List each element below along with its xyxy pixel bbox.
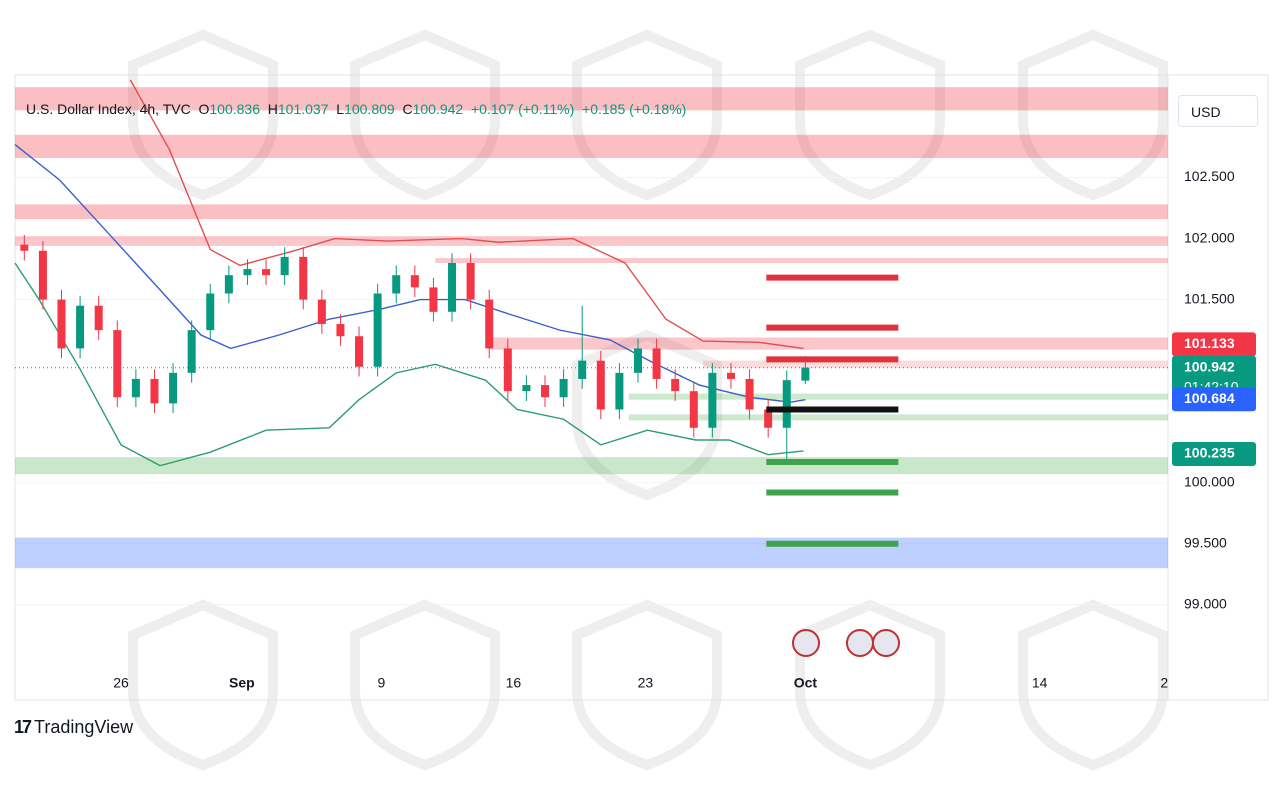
- price-label-bg: [1172, 387, 1256, 412]
- indicator-line: [14, 144, 806, 403]
- candle-body: [578, 360, 587, 379]
- candle-body: [615, 372, 624, 410]
- candle-body: [671, 378, 680, 392]
- x-tick-label: 14: [1032, 675, 1048, 691]
- price-label: 101.133: [1184, 335, 1235, 351]
- zone: [15, 87, 1168, 111]
- x-tick-label: 26: [113, 675, 129, 691]
- price-label: 100.942: [1184, 358, 1235, 374]
- candle-body: [410, 275, 419, 288]
- candle-body: [243, 269, 252, 276]
- candle-body: [633, 348, 642, 373]
- x-tick-label: Oct: [794, 675, 818, 691]
- zone: [628, 414, 1168, 421]
- brand-name: TradingView: [34, 717, 134, 737]
- candle-body: [448, 262, 457, 312]
- candle-body: [466, 262, 475, 300]
- ohlc-value: 101.037: [277, 101, 329, 117]
- x-tick-label: 16: [506, 675, 522, 691]
- candle-body: [150, 378, 159, 404]
- zone: [489, 337, 1168, 350]
- candle-body: [429, 287, 438, 312]
- zone: [15, 457, 1168, 475]
- ohlc-value: 100.809: [344, 101, 395, 117]
- y-tick-label: 102.500: [1184, 168, 1235, 184]
- candle-body: [38, 250, 47, 300]
- candle-body: [113, 330, 122, 398]
- candle-body: [299, 256, 308, 300]
- zone: [703, 360, 1168, 368]
- symbol: U.S. Dollar Index, 4h, TVC: [26, 101, 191, 117]
- ohlc-label: C: [402, 101, 413, 117]
- zone: [628, 393, 1168, 400]
- x-tick-label: Sep: [229, 675, 255, 691]
- candle-body: [559, 378, 568, 398]
- y-tick-label: 102.000: [1184, 229, 1235, 245]
- candle-body: [522, 385, 531, 392]
- price-label-bg: [1172, 442, 1256, 467]
- zone: [15, 236, 1168, 246]
- candle-body: [745, 378, 754, 410]
- candle-body: [652, 348, 661, 379]
- y-tick-label: 99.500: [1184, 534, 1227, 550]
- zone: [435, 258, 1168, 263]
- candle-body: [392, 275, 401, 294]
- x-tick-label: 2: [1160, 675, 1168, 691]
- change: +0.107 (+0.11%): [470, 101, 575, 117]
- x-tick-label: 23: [638, 675, 654, 691]
- legend-header: U.S. Dollar Index, 4h, TVC O100.836 H101…: [26, 101, 686, 117]
- candle-body: [355, 336, 364, 367]
- candle-body: [187, 330, 196, 373]
- change: +0.185 (+0.18%): [582, 101, 687, 117]
- ohlc-value: 100.942: [412, 101, 464, 117]
- candle-body: [596, 360, 605, 410]
- price-label-bg: [1172, 332, 1256, 357]
- y-tick-label: 99.000: [1184, 595, 1227, 611]
- candle-body: [76, 305, 85, 349]
- brand: 17 TradingView: [14, 717, 134, 737]
- ohlc-label: O: [198, 101, 210, 117]
- candle-body: [224, 275, 233, 294]
- y-tick-label: 101.500: [1184, 290, 1235, 306]
- x-tick-label: 9: [377, 675, 385, 691]
- candle-body: [373, 293, 382, 367]
- price-label: 100.235: [1184, 445, 1235, 461]
- candle-body: [485, 299, 494, 349]
- candle-body: [726, 372, 735, 379]
- candle-body: [20, 244, 29, 251]
- candle-body: [541, 385, 550, 398]
- candle-body: [131, 378, 140, 398]
- flags: [792, 629, 900, 657]
- candle-body: [262, 269, 271, 276]
- indicator-line: [129, 79, 804, 350]
- candle-body: [336, 324, 345, 337]
- candle-body: [57, 299, 66, 349]
- candle-body: [801, 367, 810, 381]
- y-tick-label: 100.000: [1184, 473, 1235, 489]
- candle-body: [689, 391, 698, 428]
- currency-button[interactable]: USD: [1178, 95, 1258, 127]
- candle-body: [169, 372, 178, 404]
- ohlc-value: 100.836: [209, 101, 260, 117]
- zone: [15, 204, 1168, 220]
- candle-body: [708, 372, 717, 428]
- price-label: 100.684: [1184, 390, 1235, 406]
- candle-body: [280, 256, 289, 276]
- candle-body: [317, 299, 326, 325]
- ohlc-label: L: [336, 101, 345, 117]
- zone: [15, 537, 1168, 569]
- indicator-line: [14, 262, 804, 467]
- candle-body: [503, 348, 512, 392]
- frame: [14, 74, 1269, 701]
- zone: [15, 134, 1168, 159]
- candle-body: [206, 293, 215, 331]
- ohlc-label: H: [267, 101, 278, 117]
- candle-body: [764, 409, 773, 428]
- candle-body: [782, 380, 791, 428]
- candle-body: [94, 305, 103, 331]
